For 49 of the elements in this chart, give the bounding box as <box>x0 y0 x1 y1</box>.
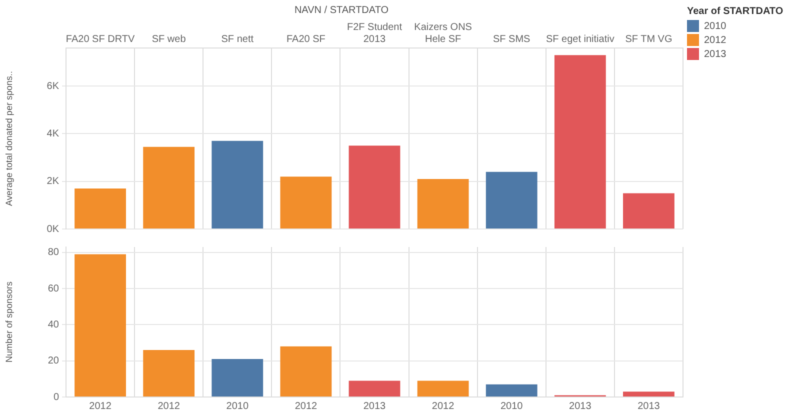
bar <box>74 254 126 396</box>
x-tick-label: 2013 <box>638 400 660 412</box>
bar <box>143 146 195 228</box>
bar <box>623 193 674 228</box>
x-tick-label: 2010 <box>500 400 524 412</box>
x-tick-label: SF TM VG <box>625 34 672 45</box>
x-tick-label: SF nett <box>221 34 254 45</box>
x-tick-label: FA20 SF DRTV <box>66 34 135 45</box>
bar <box>74 188 126 228</box>
x-tick-label: Kaizers ONS Hele SF <box>414 22 472 45</box>
bar <box>554 55 606 228</box>
x-tick-label: SF web <box>152 34 186 45</box>
x-tick-label: 2010 <box>226 400 249 412</box>
x-tick-label: 2012 <box>294 400 318 412</box>
y-tick-label: 60 <box>48 283 60 294</box>
y-tick-label: 2K <box>46 176 60 188</box>
y-tick-label: 40 <box>48 319 60 330</box>
x-tick-label: 2012 <box>89 400 112 412</box>
x-tick-label: 2013 <box>363 400 386 412</box>
bar <box>623 392 674 396</box>
y-tick-label: 4K <box>46 128 60 140</box>
y-tick-label: 0K <box>46 224 60 235</box>
chart-title: NAVN / STARTDATO <box>294 4 389 16</box>
bar <box>486 172 538 228</box>
bar <box>212 140 264 228</box>
y-axis-title: Average total donated per spons.. <box>4 71 14 206</box>
bar <box>348 146 400 228</box>
x-tick-label: 2012 <box>432 400 455 412</box>
bar <box>143 350 195 396</box>
bar <box>417 178 469 228</box>
bar <box>417 380 469 396</box>
x-tick-label: 2013 <box>569 400 592 412</box>
bar <box>280 176 332 228</box>
x-tick-label: SF eget initiativ <box>546 34 614 45</box>
legend-label: 2013 <box>704 48 726 60</box>
y-tick-label: 6K <box>46 80 60 92</box>
y-axis-title: Number of sponsors <box>4 280 14 363</box>
bar <box>486 384 538 396</box>
bar <box>212 359 264 396</box>
y-tick-label: 80 <box>48 247 60 258</box>
x-tick-label: 2012 <box>158 400 180 412</box>
x-tick-label: F2F Student 2013 <box>346 22 402 45</box>
bar <box>348 380 400 396</box>
bar <box>280 346 332 396</box>
x-tick-label: SF SMS <box>492 34 531 45</box>
legend-title: Year of STARTDATO <box>687 6 784 17</box>
y-tick-label: 20 <box>48 356 60 367</box>
y-tick-label: 0 <box>53 392 60 403</box>
x-tick-label: FA20 SF <box>286 34 326 45</box>
